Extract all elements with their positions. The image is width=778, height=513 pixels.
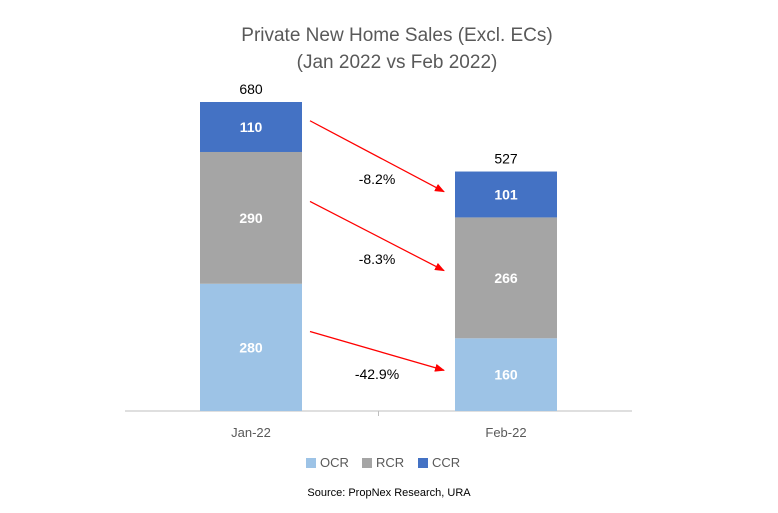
source-note: Source: PropNex Research, URA (307, 487, 471, 499)
bar-segment-ocr-feb-22 (455, 338, 557, 411)
legend-label-ccr: CCR (432, 455, 460, 470)
bar-segment-ccr-feb-22 (455, 171, 557, 218)
change-label-ocr: -42.9% (355, 366, 399, 382)
legend: OCR RCR CCR (306, 455, 460, 470)
data-label-rcr-jan-22: 290 (239, 210, 263, 226)
chart-title-line-2: (Jan 2022 vs Feb 2022) (297, 52, 498, 73)
legend-swatch-ccr (418, 458, 428, 468)
data-label-ccr-jan-22: 110 (240, 119, 263, 135)
data-label-ocr-feb-22: 160 (494, 367, 518, 383)
change-arrow-ocr (309, 330, 445, 372)
labels-layer: 280 290 110 680 Jan-22 160 266 101 527 Feb-22 -42.… (231, 81, 526, 440)
x-tick-label-feb-22: Feb-22 (485, 425, 526, 440)
bar-segment-ccr-jan-22 (200, 102, 302, 152)
data-label-ccr-feb-22: 101 (494, 186, 518, 202)
legend-swatch-rcr (362, 458, 372, 468)
legend-label-ocr: OCR (320, 455, 349, 470)
change-arrows-layer (309, 120, 445, 372)
total-label-jan-22: 680 (239, 81, 263, 97)
legend-swatch-ocr (306, 458, 316, 468)
legend-label-rcr: RCR (376, 455, 404, 470)
bars-layer (200, 102, 557, 411)
data-label-rcr-feb-22: 266 (494, 270, 518, 286)
bar-segment-ocr-jan-22 (200, 283, 302, 411)
total-label-feb-22: 527 (494, 151, 518, 167)
change-arrow-rcr (309, 200, 445, 272)
change-arrow-ccr (309, 120, 445, 193)
change-label-ccr: -8.2% (359, 171, 396, 187)
chart-title-line-1: Private New Home Sales (Excl. ECs) (241, 25, 552, 46)
x-tick-label-jan-22: Jan-22 (231, 425, 271, 440)
change-label-rcr: -8.3% (359, 251, 396, 267)
data-label-ocr-jan-22: 280 (239, 339, 263, 355)
bar-segment-rcr-jan-22 (200, 151, 302, 284)
bar-segment-rcr-feb-22 (455, 217, 557, 339)
